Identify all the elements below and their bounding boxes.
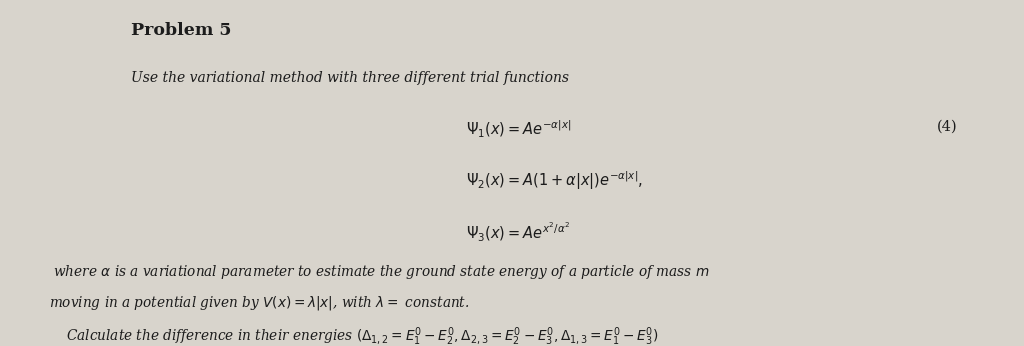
- Text: $\Psi_2(x) = A(1 + \alpha|x|)e^{-\alpha|x|},$: $\Psi_2(x) = A(1 + \alpha|x|)e^{-\alpha|…: [466, 170, 643, 192]
- Text: moving in a potential given by $V(x) = \lambda|x|$, with $\lambda =$ constant.: moving in a potential given by $V(x) = \…: [49, 294, 470, 312]
- Text: $\Psi_3(x) = Ae^{x^2/\alpha^2}$: $\Psi_3(x) = Ae^{x^2/\alpha^2}$: [466, 220, 570, 243]
- Text: where $\alpha$ is a variational parameter to estimate the ground state energy of: where $\alpha$ is a variational paramete…: [49, 263, 710, 281]
- Text: $\Psi_1(x) = Ae^{-\alpha|x|}$: $\Psi_1(x) = Ae^{-\alpha|x|}$: [466, 119, 571, 140]
- Text: (4): (4): [937, 119, 957, 133]
- Text: Calculate the difference in their energies $(\Delta_{1,2} = E_1^0 - E_2^0, \Delt: Calculate the difference in their energi…: [49, 325, 658, 346]
- Text: Use the variational method with three different trial functions: Use the variational method with three di…: [131, 71, 569, 85]
- Text: Problem 5: Problem 5: [131, 22, 231, 39]
